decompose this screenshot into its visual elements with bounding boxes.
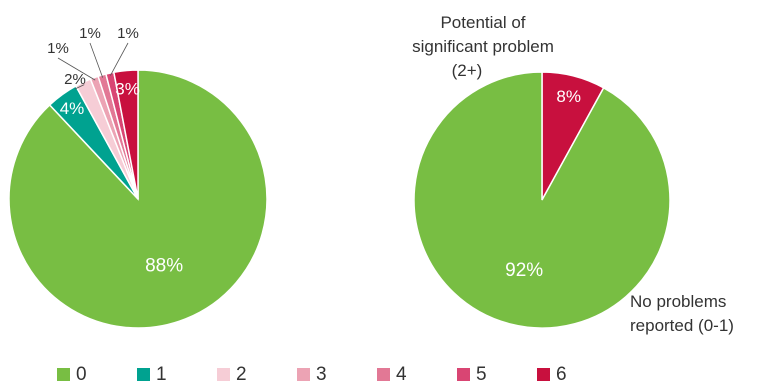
legend-swatch-4 — [377, 368, 390, 381]
annotation-potential-line-2: significant problem — [412, 37, 554, 56]
legend-label-4: 4 — [396, 364, 407, 385]
legend-label-6: 6 — [556, 364, 567, 385]
chart1-slice-4-leader-line — [89, 42, 104, 78]
chart1-slice-3-leader-line — [57, 57, 96, 81]
right-pie-chart: 8% 92% — [413, 71, 671, 329]
right-pie-annotations: Potential of significant problem (2+) No… — [412, 13, 734, 335]
chart1-slice-6 — [112, 69, 139, 200]
chart2-slice-1-label: 92% — [505, 260, 543, 281]
legend-swatch-6 — [537, 368, 550, 381]
annotation-no-problems-line-1: No problems — [630, 292, 726, 311]
chart1-slice-2-leader-line — [74, 84, 85, 90]
annotation-potential-line-3: (2+) — [452, 61, 483, 80]
chart2-slice-1 — [413, 71, 671, 329]
legend-swatch-5 — [457, 368, 470, 381]
legend-label-3: 3 — [316, 364, 327, 385]
chart1-slice-5-label: 1% — [117, 25, 139, 42]
chart1-slice-2-label: 2% — [64, 71, 86, 88]
chart1-slice-3-label: 1% — [47, 40, 69, 57]
legend-label-0: 0 — [76, 364, 87, 385]
chart1-slice-4-label: 1% — [79, 25, 101, 42]
legend: 0 1 2 3 4 5 6 — [57, 364, 567, 385]
legend-label-5: 5 — [476, 364, 487, 385]
chart1-slice-5-leader-line — [110, 42, 129, 76]
annotation-potential-line-1: Potential of — [440, 13, 525, 32]
left-pie-chart: 88% 4% 2% 1% 1% 1% 3% — [8, 25, 268, 329]
legend-swatch-2 — [217, 368, 230, 381]
annotation-no-problems-line-2: reported (0-1) — [630, 316, 734, 335]
legend-swatch-1 — [137, 368, 150, 381]
chart1-slice-6-label: 3% — [115, 80, 140, 99]
chart1-slice-0-label: 88% — [145, 256, 183, 277]
chart1-slice-1-label: 4% — [60, 99, 85, 118]
legend-swatch-3 — [297, 368, 310, 381]
chart2-slice-0-label: 8% — [556, 87, 581, 106]
legend-label-2: 2 — [236, 364, 247, 385]
legend-label-1: 1 — [156, 364, 167, 385]
legend-swatch-0 — [57, 368, 70, 381]
